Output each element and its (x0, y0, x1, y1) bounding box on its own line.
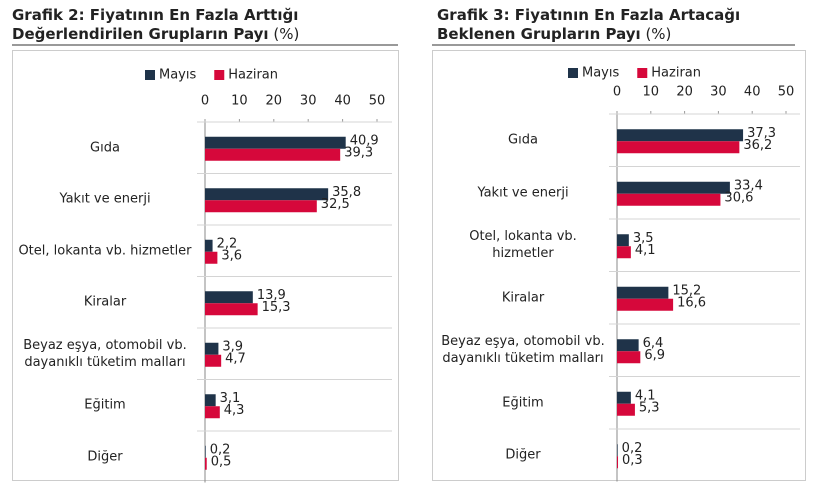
legend-label: Mayıs (159, 68, 196, 83)
category-label: Kiralar (501, 290, 545, 306)
category-label: Kiralar (83, 294, 127, 310)
chart-title: Grafik 3: Fiyatının En Fazla Artacağı Be… (437, 6, 741, 43)
bar (617, 456, 619, 469)
bar (205, 239, 213, 252)
x-tick-label: 10 (643, 85, 660, 100)
bar (205, 445, 206, 458)
value-label: 39,3 (344, 145, 373, 160)
value-label: 0,2 (622, 441, 643, 456)
chart-title-block: Grafik 3: Fiyatının En Fazla Artacağı Be… (437, 6, 807, 44)
value-label: 30,6 (724, 190, 753, 205)
chart-title: Grafik 2: Fiyatının En Fazla Arttığı Değ… (12, 6, 299, 43)
bar (617, 403, 635, 416)
panel-border (432, 50, 806, 481)
x-tick-label: 50 (778, 85, 795, 100)
bar (205, 457, 207, 470)
value-label: 4,3 (224, 403, 245, 418)
category-label: Beyaz eşya, otomobil vb. dayanıklı tüket… (441, 334, 605, 367)
category-label: Yakıt ve enerji (477, 185, 569, 201)
bar (617, 246, 631, 259)
value-label: 4,1 (635, 388, 656, 403)
bar (617, 298, 674, 311)
legend-label: Haziran (228, 68, 278, 83)
bar (617, 234, 629, 247)
x-tick-label: 50 (369, 94, 386, 109)
x-tick-label: 40 (744, 85, 761, 100)
value-label: 32,5 (321, 197, 350, 212)
x-tick-label: 0 (613, 85, 621, 100)
value-label: 4,7 (225, 351, 246, 366)
bar (205, 200, 317, 213)
category-label: Yakıt ve enerji (59, 191, 151, 207)
category-label: Gıda (508, 132, 538, 148)
value-label: 2,2 (217, 236, 238, 251)
bar (205, 148, 341, 161)
x-tick-label: 30 (300, 94, 317, 109)
legend-swatch (568, 68, 578, 78)
bar (617, 286, 669, 299)
bar (617, 141, 740, 154)
value-label: 4,1 (635, 243, 656, 258)
bar (205, 394, 216, 407)
bar (205, 291, 253, 304)
bar (205, 342, 219, 355)
bar (205, 354, 222, 367)
category-label: Gıda (90, 140, 120, 156)
x-tick-label: 10 (231, 94, 248, 109)
legend-label: Haziran (651, 66, 701, 81)
category-label: Eğitim (84, 397, 126, 413)
category-label: Eğitim (502, 395, 544, 411)
x-tick-label: 40 (334, 94, 351, 109)
value-label: 0,5 (211, 454, 232, 469)
category-label: Diğer (87, 449, 123, 465)
value-label: 3,9 (222, 339, 243, 354)
legend-label: Mayıs (582, 66, 619, 81)
legend-swatch (637, 68, 648, 78)
value-label: 6,9 (644, 348, 665, 363)
chart-title-block: Grafik 2: Fiyatının En Fazla Arttığı Değ… (12, 6, 402, 44)
category-label: Otel, lokanta vb. hizmetler (18, 243, 192, 259)
bar (617, 339, 639, 352)
category-label: Beyaz eşya, otomobil vb. dayanıklı tüket… (23, 337, 187, 370)
value-label: 3,6 (221, 248, 242, 263)
value-label: 35,8 (332, 185, 361, 200)
bar (617, 391, 631, 404)
chart-subtitle: (%) (645, 25, 672, 43)
x-tick-label: 20 (676, 85, 693, 100)
value-label: 15,2 (672, 283, 701, 298)
category-label: Diğer (505, 447, 541, 463)
bar (617, 444, 618, 457)
x-tick-label: 20 (266, 94, 283, 109)
x-tick-label: 30 (710, 85, 727, 100)
chart-subtitle: (%) (273, 25, 300, 43)
bar (617, 193, 721, 206)
bar (205, 406, 220, 419)
bar (617, 129, 744, 142)
value-label: 0,2 (210, 442, 231, 457)
bar (205, 188, 329, 201)
value-label: 0,3 (622, 453, 643, 468)
value-label: 13,9 (257, 288, 286, 303)
x-tick-label: 0 (201, 94, 209, 109)
value-label: 15,3 (262, 300, 291, 315)
value-label: 33,4 (734, 178, 763, 193)
value-label: 3,5 (633, 231, 654, 246)
value-label: 6,4 (643, 336, 664, 351)
value-label: 5,3 (639, 400, 660, 415)
bar (617, 351, 641, 364)
value-label: 16,6 (677, 295, 706, 310)
value-label: 37,3 (747, 126, 776, 141)
bar (205, 251, 218, 264)
legend-swatch (145, 70, 155, 80)
value-label: 3,1 (220, 391, 241, 406)
value-label: 40,9 (350, 133, 379, 148)
bar (205, 303, 258, 316)
value-label: 36,2 (743, 138, 772, 153)
category-label: Otel, lokanta vb. hizmetler (469, 229, 577, 262)
bar (205, 136, 346, 149)
bar (617, 181, 730, 194)
legend-swatch (214, 70, 225, 80)
